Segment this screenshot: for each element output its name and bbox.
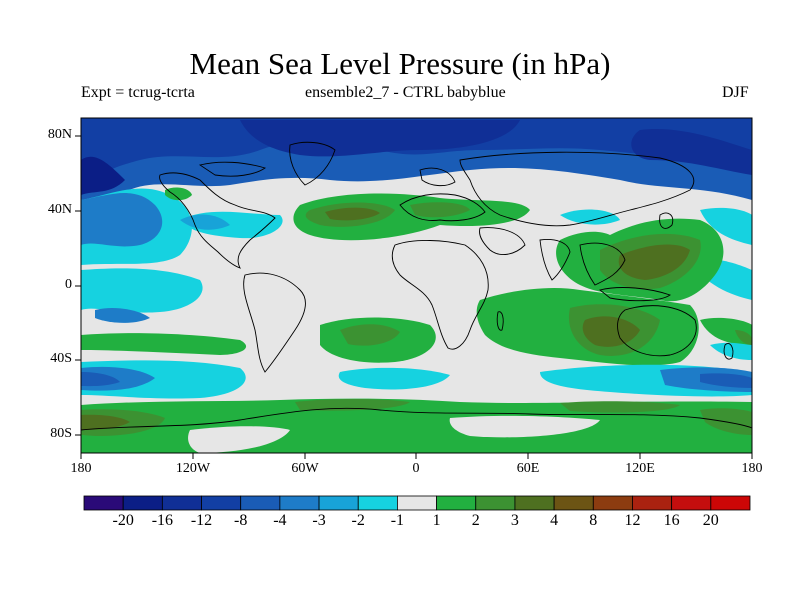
- colorbar-swatch-5: [279, 495, 320, 511]
- colorbar-swatch-8: [397, 495, 437, 511]
- southern-pacific-core: [81, 372, 120, 387]
- experiment-label: Expt = tcrug-tcrta: [81, 84, 195, 101]
- colorbar-label-8: 1: [432, 512, 441, 529]
- coast-indonesia: [599, 287, 671, 302]
- colorbar-label-14: 16: [663, 512, 680, 529]
- east-pacific-mid-cyan: [700, 207, 752, 245]
- colorbar-swatch-7: [357, 495, 398, 511]
- coast-antarctica: [81, 407, 752, 431]
- colorbar-swatch-2: [161, 495, 202, 511]
- colorbar-swatch-16: [710, 495, 751, 511]
- colorbar-swatch-12: [553, 495, 594, 511]
- coast-new-zealand: [723, 343, 734, 360]
- lon-label-180w: 180: [70, 461, 92, 476]
- siberia-core: [240, 120, 520, 157]
- colorbar: [83, 495, 751, 511]
- antarctic-atlantic-core: [295, 399, 410, 411]
- antarctic-gray-patch-2: [449, 415, 600, 438]
- colorbar-swatch-3: [201, 495, 242, 511]
- colorbar-label-2: -12: [190, 512, 213, 529]
- colorbar-label-10: 3: [510, 512, 519, 529]
- lon-label-180e: 180: [741, 461, 763, 476]
- coast-greenland: [289, 141, 336, 186]
- colorbar-label-9: 2: [471, 512, 480, 529]
- colorbar-label-7: -1: [390, 512, 405, 529]
- pacific-arctic-core: [81, 156, 125, 195]
- colorbar-swatch-11: [514, 495, 555, 511]
- lon-label-120e: 120E: [625, 461, 655, 476]
- colorbar-swatch-1: [122, 495, 163, 511]
- colorbar-swatch-6: [318, 495, 359, 511]
- south-atlantic-core: [340, 324, 400, 346]
- colorbar-swatch-15: [671, 495, 712, 511]
- colorbar-label-13: 12: [624, 512, 641, 529]
- north-atlantic-inner: [325, 207, 380, 221]
- coast-se-asia: [579, 242, 626, 286]
- lon-label-60w: 60W: [291, 461, 319, 476]
- south-pacific-green-strip: [81, 333, 247, 355]
- west-pacific-cyan: [560, 209, 620, 225]
- lon-label-0: 0: [412, 461, 420, 476]
- colorbar-swatch-4: [240, 495, 281, 511]
- colorbar-label-0: -20: [112, 512, 134, 529]
- colorbar-swatch-14: [632, 495, 673, 511]
- east-pacific-core: [631, 129, 752, 175]
- far-east-pacific-cyan: [710, 342, 752, 360]
- plot-title: Mean Sea Level Pressure (in hPa): [189, 46, 611, 81]
- asia-inner: [618, 244, 690, 280]
- antarctic-indian-core: [560, 401, 680, 413]
- arctic-band-dark: [81, 118, 752, 190]
- europe-core: [410, 202, 470, 218]
- lat-label-80s: 80S: [50, 426, 72, 441]
- coast-arabia: [479, 227, 526, 256]
- colorbar-swatch-9: [436, 495, 477, 511]
- pressure-field: [81, 118, 752, 453]
- colorbar-label-15: 20: [702, 512, 719, 529]
- lon-label-120w: 120W: [175, 461, 211, 476]
- lon-label-60e: 60E: [516, 461, 540, 476]
- coast-canada-arctic: [198, 161, 267, 177]
- coast-eurasia-arctic: [459, 151, 695, 227]
- axis-ticks: [75, 135, 753, 459]
- colorbar-swatch-10: [475, 495, 516, 511]
- coast-south-america: [243, 272, 306, 373]
- coast-japan: [659, 212, 674, 229]
- colorbar-label-6: -2: [351, 512, 365, 529]
- indian-ocean-inner: [582, 316, 640, 347]
- coast-north-america: [159, 172, 276, 269]
- lat-label-80n: 80N: [47, 127, 72, 142]
- east-australia-green: [700, 317, 752, 345]
- coast-europe: [399, 193, 486, 222]
- alaska-green-blob: [165, 187, 192, 201]
- colorbar-swatch-13: [592, 495, 633, 511]
- colorbar-label-3: -8: [234, 512, 248, 529]
- colorbar-label-4: -4: [273, 512, 287, 529]
- colorbar-label-11: 4: [550, 512, 559, 529]
- coast-africa: [391, 240, 489, 350]
- east-australia-core: [735, 330, 752, 345]
- coastlines: [81, 141, 752, 431]
- colorbar-label-1: -16: [151, 512, 174, 529]
- coast-india: [539, 239, 571, 281]
- colorbar-label-5: -3: [312, 512, 326, 529]
- coast-australia: [617, 305, 697, 357]
- colorbar-label-12: 8: [589, 512, 598, 529]
- season-label: DJF: [722, 84, 749, 101]
- lat-label-0: 0: [65, 277, 72, 292]
- lat-label-40n: 40N: [47, 202, 72, 217]
- north-pacific-blue: [81, 193, 163, 247]
- antarctic-gray-patch: [188, 426, 290, 453]
- southern-atlantic-cyan: [338, 367, 450, 390]
- coast-scandinavia: [419, 167, 456, 187]
- antarctic-ross-inner: [81, 414, 130, 430]
- colorbar-swatch-0: [83, 495, 124, 511]
- lat-label-40s: 40S: [50, 351, 72, 366]
- tropical-pacific-blue: [95, 307, 150, 323]
- southern-indian-core: [700, 373, 752, 388]
- coast-madagascar: [496, 311, 504, 331]
- ensemble-label: ensemble2_7 - CTRL babyblue: [305, 84, 506, 101]
- tropical-pacific-cyan: [81, 268, 203, 313]
